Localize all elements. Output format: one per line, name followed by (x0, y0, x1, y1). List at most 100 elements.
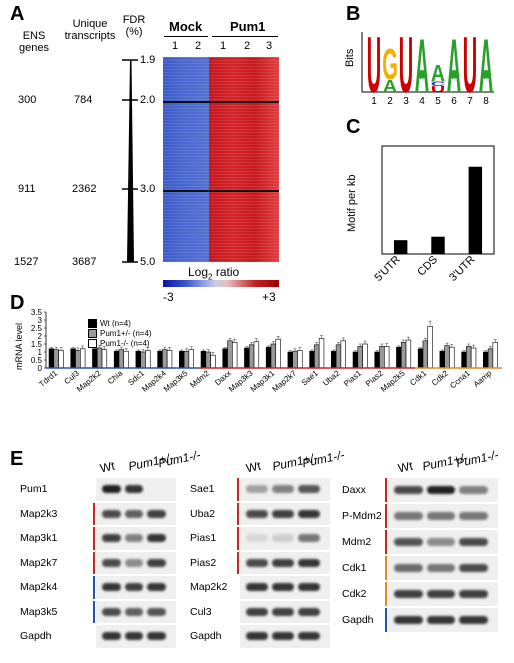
blot-row-label: Map2k3 (20, 507, 58, 520)
blot-band (426, 564, 456, 572)
blot-band (298, 534, 320, 543)
chart-d-y-tick-label: 0.5 (31, 356, 43, 365)
blot-band (246, 558, 268, 567)
chart-d-bar (179, 350, 185, 369)
blot-strip (96, 527, 176, 550)
blot-strip (240, 502, 330, 525)
unique-value: 3687 (72, 256, 97, 268)
chart-d-bar (80, 348, 86, 369)
scale-max: +3 (262, 290, 276, 304)
blot-band (102, 632, 121, 641)
blot-band (298, 509, 320, 518)
col-fdr-header: FDR (%) (122, 14, 146, 38)
logo-letter: G (382, 41, 398, 90)
group-pum1-label: Pum1 (230, 19, 266, 34)
chart-d-bar (470, 347, 477, 369)
chart-d-bar (314, 344, 320, 369)
chart-d-category-label: Cdk2 (430, 368, 451, 387)
blot-band (246, 583, 268, 592)
chart-d-category-label: Aamp (472, 368, 494, 389)
blot-group-marker (385, 582, 387, 606)
blot-row-label: Map3k5 (20, 605, 58, 618)
chart-d-bar (492, 342, 498, 369)
ens-value: 300 (18, 94, 37, 106)
chart-d-y-tick-label: 3 (38, 316, 43, 325)
chart-d-category-label: Cdk1 (408, 368, 429, 387)
chart-d-bar (48, 348, 55, 369)
blot-band (272, 485, 294, 494)
blot-group-marker (93, 576, 95, 599)
chart-d-bar (145, 350, 151, 369)
blot-band (272, 632, 294, 641)
blot-strip (96, 600, 176, 623)
chart-d-category-label: Pias1 (342, 368, 364, 388)
blot-band (459, 590, 488, 598)
chart-d-bar (253, 341, 260, 369)
blot-strip (388, 478, 498, 502)
col-unique-header: Unique transcripts (64, 18, 116, 42)
blot-band (147, 583, 166, 592)
blot-band (147, 607, 166, 616)
blot-group-marker (93, 527, 95, 550)
chart-d-bar (183, 350, 190, 369)
blot-row-label: Map2k2 (190, 581, 228, 594)
chart-d-bar (70, 348, 76, 369)
blot-strip (240, 478, 330, 501)
ens-value: 1527 (14, 256, 39, 268)
blot-strip (240, 551, 330, 574)
logo-letter: U (463, 28, 477, 106)
chart-d-y-tick-label: 2 (38, 332, 43, 341)
blot-strip (388, 530, 498, 554)
panel-letter-e: E (10, 448, 24, 470)
logo-ylabel: Bits (344, 48, 356, 67)
blot-strip (96, 576, 176, 599)
chart-d-bar (466, 346, 472, 369)
lane-label: 1 (220, 40, 227, 52)
panel-letter-c: C (346, 116, 361, 138)
chart-d-bar (53, 349, 59, 369)
blot-row-label: Map3k1 (20, 532, 58, 545)
blot-band (102, 558, 121, 567)
blot-row-label: Map2k7 (20, 556, 58, 569)
chart-d-bar (340, 340, 346, 369)
blot-band (102, 583, 121, 592)
chart-d-bar (439, 350, 445, 369)
chart-d-bar (374, 351, 380, 369)
blot-band (102, 485, 121, 494)
chart-d-bar (265, 346, 272, 369)
chart-d-bar (444, 345, 450, 369)
blot-band (426, 512, 456, 520)
chart-d-bar (483, 351, 489, 369)
logo-letter: A (415, 28, 429, 106)
blot-band (298, 558, 320, 567)
blot-band (124, 583, 144, 592)
group-mock-label: Mock (169, 19, 203, 34)
blot-band (124, 534, 144, 543)
chart-d-category-label: Map2k2 (75, 368, 103, 394)
blot-band (147, 534, 166, 543)
blot-group-marker (385, 556, 387, 580)
blot-band (459, 564, 488, 572)
blot-group-marker (93, 551, 95, 574)
fdr-value: 3.0 (140, 183, 156, 195)
blot-band (147, 509, 166, 518)
chart-d-bar (118, 349, 125, 369)
blot-row-label: Pias1 (190, 532, 217, 545)
chart-d-category-label: Map2k5 (379, 368, 407, 394)
chart-d-bar (422, 340, 429, 369)
blot-row-label: Gapdh (190, 630, 222, 643)
chart-d-bar (331, 350, 337, 369)
heatmap-color-scale (163, 280, 279, 287)
lane-label: 1 (172, 40, 179, 52)
logo-letter: A (479, 28, 493, 106)
blot-row-label: Cdk2 (342, 588, 367, 600)
blot-group-marker (385, 504, 387, 528)
panel-letter-b: B (346, 3, 361, 25)
chart-d-category-label: Mdm2 (188, 368, 211, 390)
genotype-wt-label: Wt (98, 458, 116, 476)
blot-row-label: Mdm2 (342, 536, 372, 548)
chart-d-bar (58, 350, 64, 369)
lane-label: 2 (244, 40, 251, 52)
ens-value: 911 (18, 183, 36, 195)
